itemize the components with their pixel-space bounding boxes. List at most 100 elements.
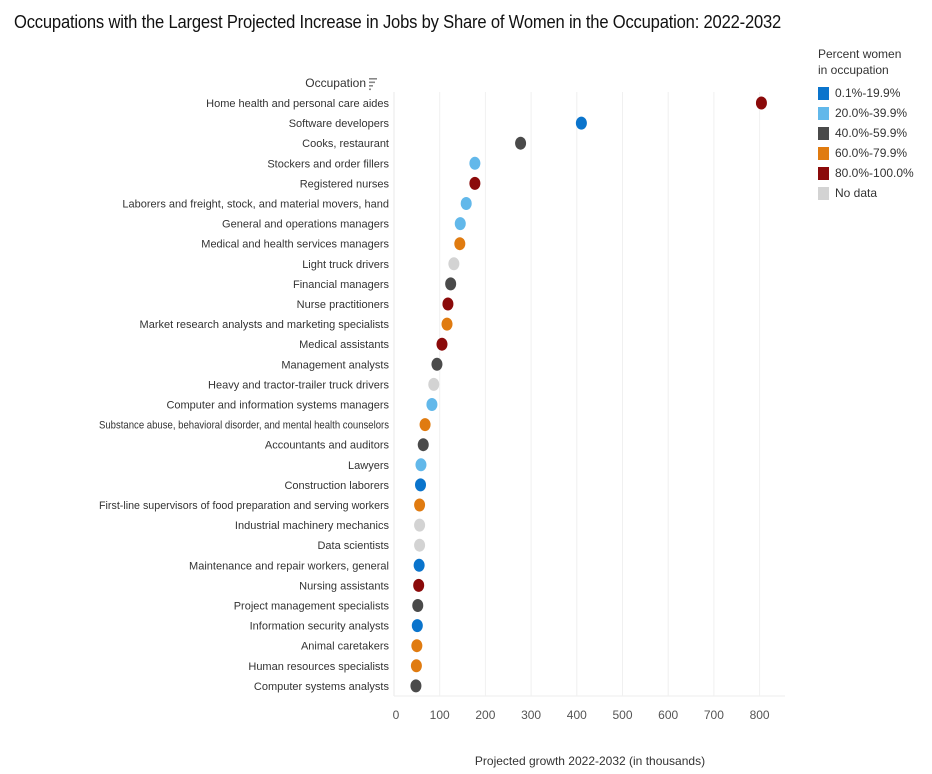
sort-icon[interactable]: [369, 78, 377, 90]
category-label: Software developers: [289, 118, 390, 130]
legend-swatch: [818, 87, 829, 100]
data-point[interactable]: [756, 97, 767, 110]
x-tick-label: 500: [612, 708, 632, 722]
category-label: Heavy and tractor-trailer truck drivers: [208, 379, 389, 391]
x-tick-label: 300: [521, 708, 541, 722]
legend-title: Percent women in occupation: [818, 46, 928, 78]
category-label: Animal caretakers: [301, 641, 390, 653]
category-label: Management analysts: [281, 359, 389, 371]
legend-item[interactable]: 0.1%-19.9%: [818, 83, 928, 103]
x-tick-label: 100: [430, 708, 450, 722]
data-point[interactable]: [413, 579, 424, 592]
data-point[interactable]: [426, 398, 437, 411]
legend-swatch: [818, 187, 829, 200]
legend-label: 40.0%-59.9%: [835, 126, 907, 140]
x-tick-label: 400: [567, 708, 587, 722]
legend-item[interactable]: No data: [818, 183, 928, 203]
data-point[interactable]: [412, 599, 423, 612]
category-label: Light truck drivers: [302, 259, 389, 271]
data-point[interactable]: [469, 157, 480, 170]
data-point[interactable]: [420, 418, 431, 431]
category-label: Project management specialists: [234, 601, 390, 613]
x-tick-label: 700: [704, 708, 724, 722]
data-point[interactable]: [415, 478, 426, 491]
category-label: Data scientists: [317, 540, 389, 552]
category-label: Nursing assistants: [299, 580, 389, 592]
category-labels: Home health and personal care aides Softw…: [99, 98, 390, 693]
category-label: Lawyers: [348, 460, 389, 472]
category-label: Market research analysts and marketing s…: [140, 319, 390, 331]
category-label: Substance abuse, behavioral disorder, an…: [99, 420, 389, 432]
data-point[interactable]: [418, 438, 429, 451]
category-label: Registered nurses: [300, 178, 390, 190]
legend-label: 20.0%-39.9%: [835, 106, 907, 120]
x-tick-label: 0: [393, 708, 400, 722]
data-point[interactable]: [576, 117, 587, 130]
data-point[interactable]: [411, 639, 422, 652]
gridlines: [394, 92, 785, 696]
category-label: Computer systems analysts: [254, 681, 390, 693]
legend-label: 80.0%-100.0%: [835, 166, 914, 180]
data-point[interactable]: [455, 217, 466, 230]
data-point[interactable]: [428, 378, 439, 391]
category-label: Computer and information systems manager…: [166, 400, 389, 412]
data-point[interactable]: [454, 237, 465, 250]
legend-label: 0.1%-19.9%: [835, 86, 900, 100]
x-tick-label: 200: [475, 708, 495, 722]
category-label: Stockers and order fillers: [267, 158, 389, 170]
legend-swatch: [818, 147, 829, 160]
x-axis-title: Projected growth 2022-2032 (in thousands…: [475, 754, 705, 768]
x-tick-label: 600: [658, 708, 678, 722]
category-label: First-line supervisors of food preparati…: [99, 500, 389, 512]
legend-label: No data: [835, 186, 877, 200]
data-point[interactable]: [414, 559, 425, 572]
data-point[interactable]: [411, 659, 422, 672]
data-point[interactable]: [461, 197, 472, 210]
category-label: Medical and health services managers: [201, 239, 389, 251]
legend-items: 0.1%-19.9% 20.0%-39.9% 40.0%-59.9% 60.0%-79…: [818, 83, 928, 203]
category-label: Nurse practitioners: [297, 299, 390, 311]
data-point[interactable]: [469, 177, 480, 190]
legend-label: 60.0%-79.9%: [835, 146, 907, 160]
legend-title-line1: Percent women: [818, 46, 928, 62]
data-point[interactable]: [436, 338, 447, 351]
category-label: Cooks, restaurant: [302, 138, 389, 150]
legend-item[interactable]: 80.0%-100.0%: [818, 163, 928, 183]
category-label: Information security analysts: [250, 621, 390, 633]
category-label: General and operations managers: [222, 219, 389, 231]
data-point[interactable]: [414, 539, 425, 552]
legend-swatch: [818, 167, 829, 180]
data-point[interactable]: [431, 358, 442, 371]
scatter-chart: Occupation Home health and personal care…: [0, 0, 800, 774]
data-point[interactable]: [442, 318, 453, 331]
data-point[interactable]: [414, 499, 425, 512]
data-point[interactable]: [515, 137, 526, 150]
legend: Percent women in occupation 0.1%-19.9% 20…: [818, 46, 928, 203]
data-point[interactable]: [414, 519, 425, 532]
data-point[interactable]: [415, 458, 426, 471]
category-label: Industrial machinery mechanics: [235, 520, 390, 532]
category-label: Laborers and freight, stock, and materia…: [122, 199, 389, 211]
data-point[interactable]: [442, 298, 453, 311]
data-point[interactable]: [448, 257, 459, 270]
category-label: Maintenance and repair workers, general: [189, 560, 389, 572]
legend-item[interactable]: 60.0%-79.9%: [818, 143, 928, 163]
category-label: Construction laborers: [284, 480, 389, 492]
x-tick-label: 800: [750, 708, 770, 722]
legend-item[interactable]: 40.0%-59.9%: [818, 123, 928, 143]
legend-swatch: [818, 107, 829, 120]
data-point[interactable]: [445, 277, 456, 290]
legend-item[interactable]: 20.0%-39.9%: [818, 103, 928, 123]
legend-title-line2: in occupation: [818, 62, 928, 78]
y-axis-title: Occupation: [305, 76, 366, 90]
x-tick-labels: 0 100 200 300 400 500 600 700 800: [393, 708, 770, 722]
category-label: Home health and personal care aides: [206, 98, 389, 110]
y-axis-header: Occupation: [305, 76, 377, 90]
category-label: Medical assistants: [299, 339, 389, 351]
category-label: Human resources specialists: [248, 661, 389, 673]
category-label: Accountants and auditors: [265, 440, 390, 452]
data-point[interactable]: [410, 679, 421, 692]
category-label: Financial managers: [293, 279, 389, 291]
data-point[interactable]: [412, 619, 423, 632]
legend-swatch: [818, 127, 829, 140]
